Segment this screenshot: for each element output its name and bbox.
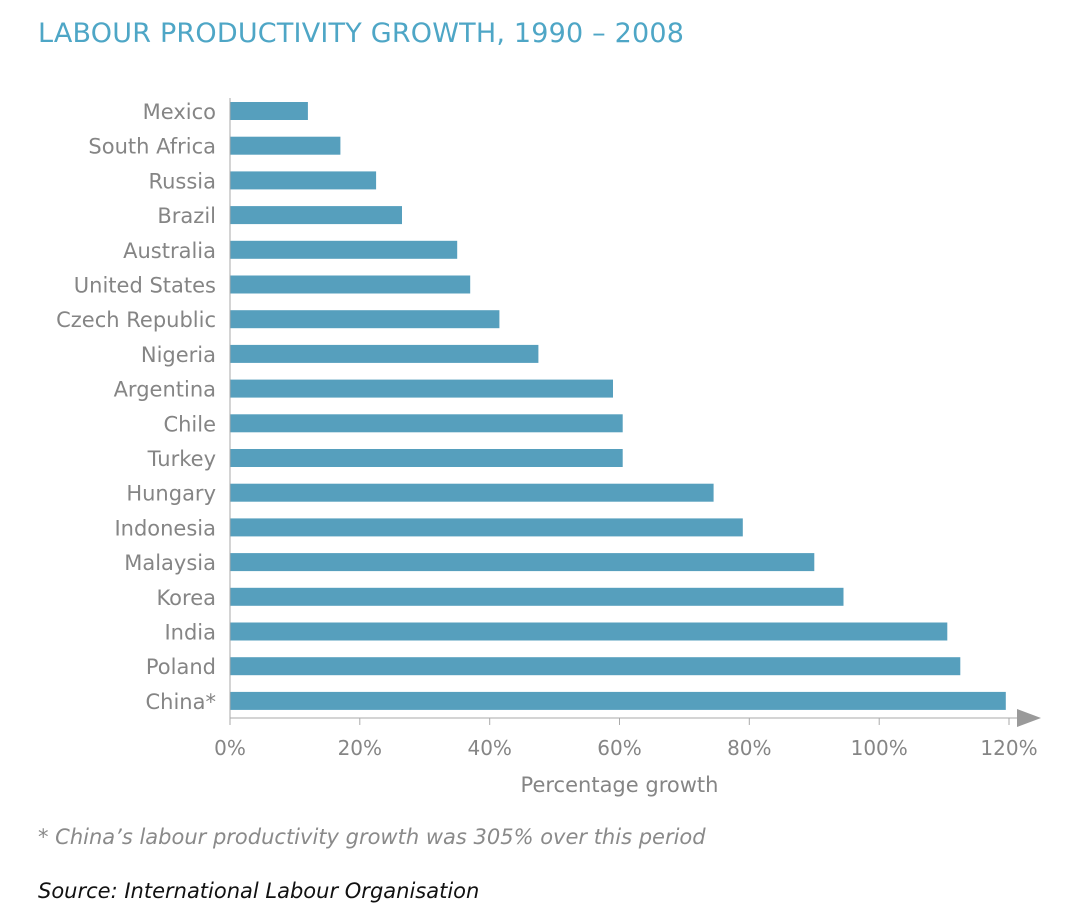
category-label: Turkey (147, 447, 216, 471)
footnote: * China’s labour productivity growth was… (38, 825, 706, 849)
source-note: Source: International Labour Organisatio… (38, 879, 480, 903)
bar-czech-republic (230, 310, 500, 329)
category-label: Australia (123, 239, 216, 263)
bar-russia (230, 171, 377, 190)
category-label: Indonesia (114, 516, 216, 540)
bar-australia (230, 240, 458, 259)
x-tick-label: 0% (214, 736, 246, 760)
bar-malaysia (230, 553, 815, 572)
category-label: Czech Republic (56, 308, 216, 332)
category-label: Nigeria (141, 343, 216, 367)
category-label: Chile (163, 412, 216, 436)
bar-hungary (230, 483, 714, 502)
category-label: Brazil (157, 204, 216, 228)
bar-korea (230, 587, 844, 606)
category-label: South Africa (88, 135, 216, 159)
bar-chile (230, 414, 623, 433)
category-labels-group: Mexico South Africa Russia Brazil Australia U… (56, 100, 216, 714)
bar-mexico (230, 102, 308, 120)
bar-brazil (230, 206, 402, 225)
x-tick-label: 80% (727, 736, 771, 760)
bars-group (230, 102, 1006, 710)
bar-poland (230, 657, 961, 676)
bar-turkey (230, 449, 623, 467)
category-label: Korea (156, 586, 216, 610)
category-label: Hungary (126, 482, 216, 506)
x-tick-label: 40% (467, 736, 511, 760)
category-label: Malaysia (124, 551, 216, 575)
bar-south-africa (230, 136, 341, 155)
bar-india (230, 622, 948, 641)
x-tick-label: 100% (851, 736, 908, 760)
x-tick-label: 20% (338, 736, 382, 760)
bar-united-states (230, 275, 471, 294)
x-axis-arrow-icon (1017, 709, 1041, 727)
category-label: Russia (148, 169, 216, 193)
bar-china (230, 691, 1006, 710)
chart-title: LABOUR PRODUCTIVITY GROWTH, 1990 – 2008 (38, 18, 685, 49)
x-tick-label: 60% (597, 736, 641, 760)
bar-argentina (230, 379, 613, 398)
category-label: India (164, 621, 216, 645)
category-label: Mexico (143, 100, 216, 124)
x-ticks-group: 0% 20% 40% 60% 80% 100% 120% (214, 718, 1038, 760)
x-tick-label: 120% (980, 736, 1037, 760)
x-axis-title: Percentage growth (521, 773, 719, 797)
bar-nigeria (230, 344, 539, 363)
category-label: Poland (146, 655, 216, 679)
category-label: Argentina (114, 378, 216, 402)
category-label: United States (74, 274, 216, 298)
bar-indonesia (230, 518, 743, 537)
category-label: China* (146, 690, 217, 714)
